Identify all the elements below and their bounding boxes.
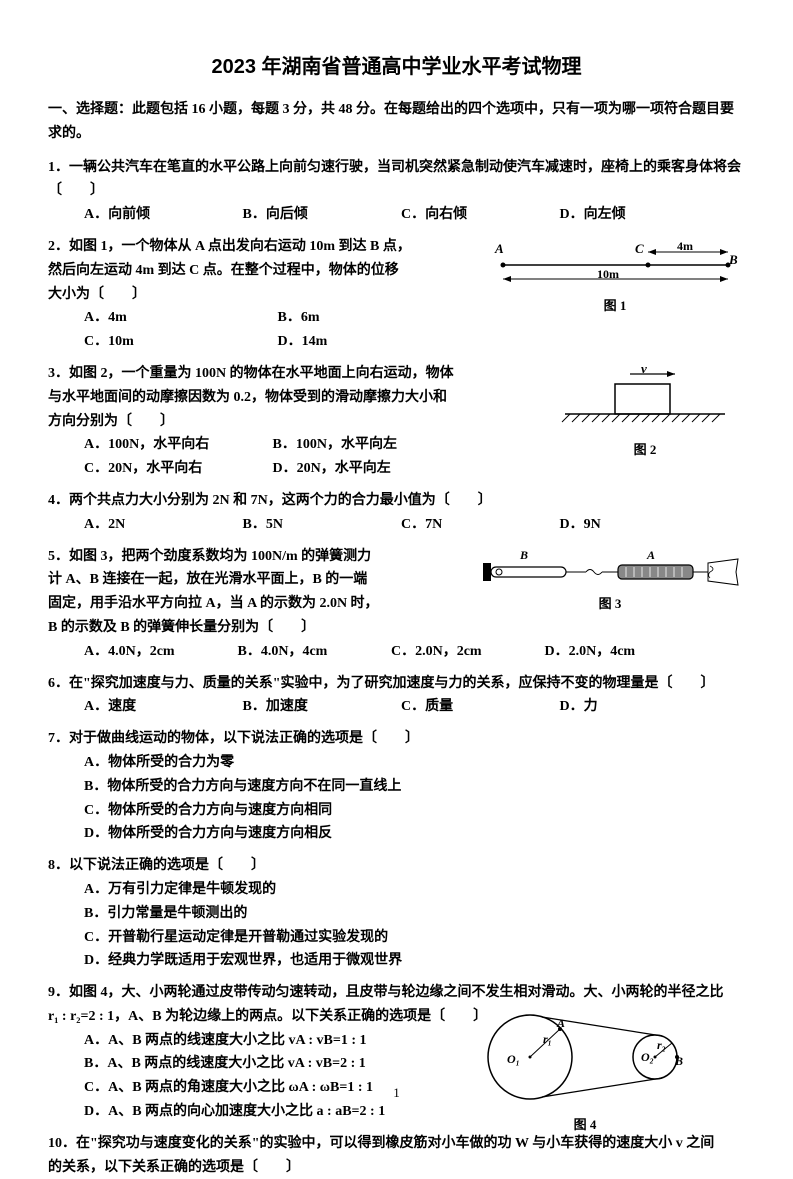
figure-3: B A 图 3	[475, 553, 745, 615]
q3-opt-c: C．20N，水平向右	[84, 457, 269, 481]
q9-line1: 9．如图 4，大、小两轮通过皮带传动匀速转动，且皮带与轮边缘之间不发生相对滑动。…	[48, 981, 745, 1005]
q2-line3: 大小为〔 〕	[48, 283, 438, 307]
q5-opt-b: B．4.0N，4cm	[238, 640, 388, 664]
q7-opt-a: A．物体所受的合力为零	[48, 751, 745, 775]
q1-opt-c: C．向右倾	[401, 203, 556, 227]
q2-line1: 2．如图 1，一个物体从 A 点出发向右运动 10m 到达 B 点，	[48, 235, 438, 259]
q5-line3: 固定，用手沿水平方向拉 A，当 A 的示数为 2.0N 时，	[48, 592, 431, 616]
q2-opt-c: C．10m	[84, 330, 274, 354]
fig4-r2: r₂	[657, 1035, 666, 1055]
fig1-label-b: B	[729, 249, 738, 271]
q3-opt-a: A．100N，水平向右	[84, 433, 269, 457]
page-number: 1	[0, 1082, 793, 1104]
q10-line2: 的关系，以下关系正确的选项是〔 〕	[48, 1156, 745, 1179]
q7-text: 7．对于做曲线运动的物体，以下说法正确的选项是〔 〕	[48, 727, 745, 751]
q2-opt-d: D．14m	[278, 330, 328, 354]
q1-text: 1．一辆公共汽车在笔直的水平公路上向前匀速行驶，当司机突然紧急制动使汽车减速时，…	[48, 156, 745, 204]
question-7: 7．对于做曲线运动的物体，以下说法正确的选项是〔 〕 A．物体所受的合力为零 B…	[48, 727, 745, 846]
q4-opt-b: B．5N	[243, 513, 398, 537]
exam-title: 2023 年湖南省普通高中学业水平考试物理	[48, 50, 745, 84]
q4-options: A．2N B．5N C．7N D．9N	[48, 513, 745, 537]
fig4-pb: B	[675, 1051, 683, 1071]
fig4-pa: A	[557, 1013, 565, 1033]
q6-opt-c: C．质量	[401, 695, 556, 719]
q2-opt-a: A．4m	[84, 306, 274, 330]
q8-opt-c: C．开普勒行星运动定律是开普勒通过实验发现的	[48, 926, 745, 950]
q1-opt-b: B．向后倾	[243, 203, 398, 227]
q6-opt-b: B．加速度	[243, 695, 398, 719]
fig4-o1: O₁	[507, 1049, 520, 1069]
figure-4: O₁ O₂ r₁ r₂ A B 图 4	[465, 1007, 705, 1136]
q5-line1: 5．如图 3，把两个劲度系数均为 100N/m 的弹簧测力	[48, 545, 431, 569]
q1-opt-d: D．向左倾	[560, 203, 715, 227]
fig2-caption: 图 2	[555, 439, 735, 461]
q5-line4: B 的示数及 B 的弹簧伸长量分别为〔 〕	[48, 616, 745, 640]
fig1-4m: 4m	[677, 236, 693, 256]
fig1-label-a: A	[495, 238, 504, 260]
fig1-caption: 图 1	[485, 295, 745, 317]
q3-opt-b: B．100N，水平向左	[273, 433, 397, 457]
q8-opt-d: D．经典力学既适用于宏观世界，也适用于微观世界	[48, 949, 745, 973]
question-3: v 图 2 3．如图 2，一个重量为 100N 的物体在水平地面上向右运动，物体…	[48, 362, 745, 481]
q3-line2: 与水平地面间的动摩擦因数为 0.2，物体受到的滑动摩擦力大小和	[48, 386, 480, 410]
q5-opt-a: A．4.0N，2cm	[84, 640, 234, 664]
q4-opt-d: D．9N	[560, 513, 715, 537]
fig1-label-c: C	[635, 238, 644, 260]
q6-opt-a: A．速度	[84, 695, 239, 719]
q2-options-row2: C．10m D．14m	[48, 330, 745, 354]
q8-opt-a: A．万有引力定律是牛顿发现的	[48, 878, 745, 902]
section-instructions: 一、选择题：此题包括 16 小题，每题 3 分，共 48 分。在每题给出的四个选…	[48, 98, 745, 146]
q2-line2: 然后向左运动 4m 到达 C 点。在整个过程中，物体的位移	[48, 259, 438, 283]
q3-opt-d: D．20N，水平向左	[273, 457, 391, 481]
question-10: 10．在"探究功与速度变化的关系"的实验中，可以得到橡皮筋对小车做的功 W 与小…	[48, 1132, 745, 1179]
q5-opt-c: C．2.0N，2cm	[391, 640, 541, 664]
q5-line2: 计 A、B 连接在一起，放在光滑水平面上，B 的一端	[48, 568, 431, 592]
question-4: 4．两个共点力大小分别为 2N 和 7N，这两个力的合力最小值为〔 〕 A．2N…	[48, 489, 745, 537]
q4-text: 4．两个共点力大小分别为 2N 和 7N，这两个力的合力最小值为〔 〕	[48, 489, 745, 513]
q8-text: 8．以下说法正确的选项是〔 〕	[48, 854, 745, 878]
fig4-r1: r₁	[543, 1029, 552, 1049]
q5-options: A．4.0N，2cm B．4.0N，4cm C．2.0N，2cm D．2.0N，…	[48, 640, 745, 664]
q6-text: 6．在"探究加速度与力、质量的关系"实验中，为了研究加速度与力的关系，应保持不变…	[48, 672, 745, 696]
q4-opt-c: C．7N	[401, 513, 556, 537]
fig4-o2: O₂	[641, 1047, 654, 1067]
q6-opt-d: D．力	[560, 695, 715, 719]
fig3-caption: 图 3	[475, 593, 745, 615]
question-1: 1．一辆公共汽车在笔直的水平公路上向前匀速行驶，当司机突然紧急制动使汽车减速时，…	[48, 156, 745, 227]
question-5: B A 图 3 5．如图 3，把两个劲度系数均为 100N/m 的弹簧测力 计 …	[48, 545, 745, 664]
question-8: 8．以下说法正确的选项是〔 〕 A．万有引力定律是牛顿发现的 B．引力常量是牛顿…	[48, 854, 745, 973]
q2-opt-b: B．6m	[278, 306, 320, 330]
q3-line3: 方向分别为〔 〕	[48, 410, 480, 434]
q7-opt-d: D．物体所受的合力方向与速度方向相反	[48, 822, 745, 846]
figure-2: v 图 2	[555, 362, 735, 461]
question-2: A C B 4m 10m 图 1 2．如图 1，一个物体从 A 点出发向右运动 …	[48, 235, 745, 354]
q7-opt-b: B．物体所受的合力方向与速度方向不在同一直线上	[48, 775, 745, 799]
figure-1: A C B 4m 10m 图 1	[485, 237, 745, 317]
fig2-v: v	[641, 358, 647, 380]
fig1-10m: 10m	[597, 264, 619, 284]
fig3-a: A	[647, 545, 655, 565]
q3-line1: 3．如图 2，一个重量为 100N 的物体在水平地面上向右运动，物体	[48, 362, 480, 386]
q7-opt-c: C．物体所受的合力方向与速度方向相同	[48, 799, 745, 823]
q1-options: A．向前倾 B．向后倾 C．向右倾 D．向左倾	[48, 203, 745, 227]
q1-opt-a: A．向前倾	[84, 203, 239, 227]
question-6: 6．在"探究加速度与力、质量的关系"实验中，为了研究加速度与力的关系，应保持不变…	[48, 672, 745, 720]
q4-opt-a: A．2N	[84, 513, 239, 537]
q6-options: A．速度 B．加速度 C．质量 D．力	[48, 695, 745, 719]
q5-opt-d: D．2.0N，4cm	[545, 640, 695, 664]
q8-opt-b: B．引力常量是牛顿测出的	[48, 902, 745, 926]
q10-line1: 10．在"探究功与速度变化的关系"的实验中，可以得到橡皮筋对小车做的功 W 与小…	[48, 1132, 745, 1156]
fig3-b: B	[520, 545, 528, 565]
